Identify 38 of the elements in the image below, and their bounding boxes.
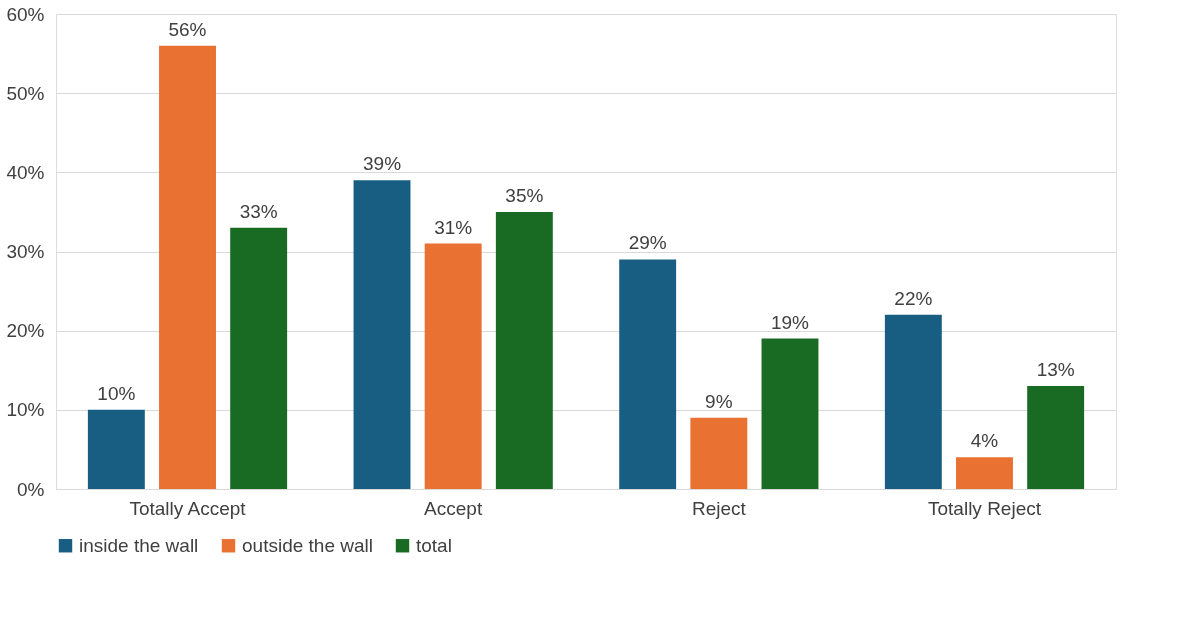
data-label: 29%: [628, 232, 667, 254]
y-tick-label: 50%: [6, 82, 45, 104]
bar: [884, 314, 942, 489]
bar: [353, 180, 411, 489]
legend-label: outside the wall: [242, 534, 373, 556]
bar: [1027, 386, 1085, 489]
x-tick-label: Reject: [691, 497, 747, 519]
legend-label: inside the wall: [79, 534, 199, 556]
bar: [230, 227, 288, 489]
x-tick-label: Totally Accept: [129, 497, 247, 519]
y-tick-label: 10%: [6, 399, 45, 421]
data-label: 4%: [970, 430, 999, 452]
bar: [761, 338, 819, 489]
bar: [424, 243, 482, 489]
data-label: 9%: [705, 390, 733, 412]
data-label: 13%: [1036, 359, 1075, 381]
x-tick-label: Totally Reject: [928, 497, 1042, 519]
y-tick-label: 0%: [17, 478, 45, 500]
bar: [87, 409, 145, 489]
data-label: 31%: [434, 216, 473, 238]
bar: [690, 417, 748, 489]
bar: [956, 457, 1013, 489]
y-tick-label: 40%: [6, 161, 45, 183]
bar: [619, 259, 677, 489]
y-tick-label: 30%: [6, 241, 45, 262]
bar: [159, 45, 216, 489]
x-tick-label: Accept: [424, 497, 483, 519]
data-label: 10%: [97, 382, 136, 404]
data-label: 56%: [168, 18, 207, 40]
data-label: 39%: [362, 153, 402, 175]
data-label: 22%: [894, 287, 933, 309]
data-label: 19%: [770, 311, 810, 333]
y-tick-label: 60%: [6, 3, 45, 25]
data-label: 35%: [505, 184, 544, 206]
bar: [495, 211, 553, 489]
data-label: 33%: [239, 200, 278, 222]
y-tick-label: 20%: [6, 320, 45, 342]
legend-label: total: [416, 534, 452, 556]
